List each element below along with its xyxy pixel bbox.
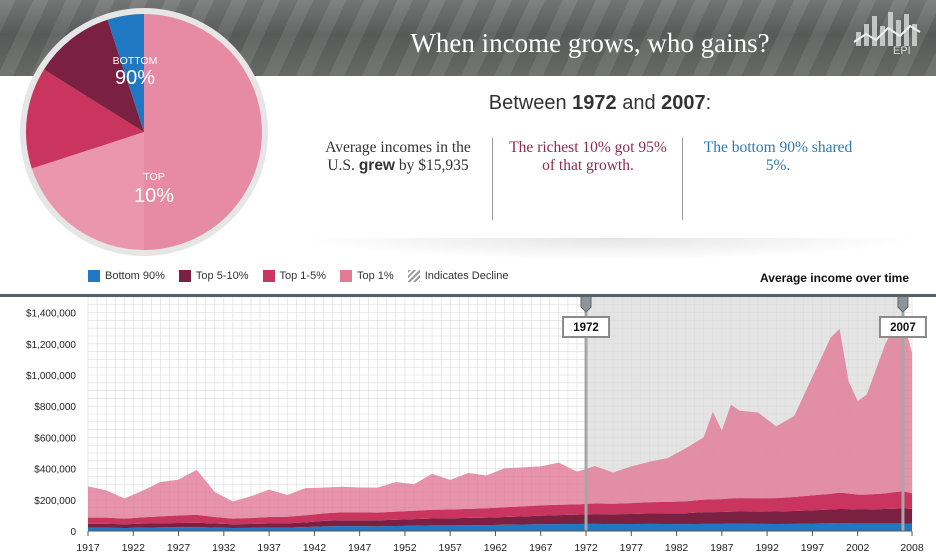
year-marker-1972[interactable]: 1972 bbox=[562, 297, 611, 531]
x-tick-label: 1972 bbox=[574, 542, 598, 554]
marker-handle-icon[interactable] bbox=[580, 297, 592, 313]
stat1-text-b: by $15,935 bbox=[395, 157, 469, 174]
summary-start-year: 1972 bbox=[572, 92, 617, 114]
pie-slice-top-1-5 bbox=[25, 69, 144, 169]
pie-bottom-label: BOTTOM bbox=[113, 55, 158, 67]
hatch-swatch-icon bbox=[407, 270, 420, 282]
legend-label: Top 5-10% bbox=[195, 270, 249, 282]
x-tick-label: 1922 bbox=[122, 542, 146, 554]
legend-label: Bottom 90% bbox=[105, 270, 165, 282]
pie-top-label: TOP bbox=[143, 171, 164, 183]
pie-slice-top-1 bbox=[144, 14, 262, 250]
x-tick-label: 1937 bbox=[257, 542, 281, 554]
x-tick-label: 2008 bbox=[900, 542, 924, 554]
divider-line-2 bbox=[682, 138, 683, 220]
x-tick-label: 1962 bbox=[484, 542, 508, 554]
legend-swatch bbox=[262, 270, 275, 282]
summary-prefix: Between bbox=[488, 92, 573, 114]
legend-swatch bbox=[340, 270, 352, 282]
epi-logo-icon bbox=[853, 12, 921, 46]
pie-slice-top-1-b bbox=[31, 132, 145, 250]
average-income-title: Average income over time bbox=[760, 271, 909, 285]
x-tick-label: 1987 bbox=[710, 542, 734, 554]
x-tick-label: 1982 bbox=[665, 542, 689, 554]
summary-middle: and bbox=[616, 92, 662, 114]
x-tick-label: 1947 bbox=[348, 542, 372, 554]
legend: Bottom 90% Top 5-10% Top 1-5% Top 1% Ind… bbox=[88, 270, 522, 282]
pie-chart: BOTTOM 90% TOP 10% bbox=[16, 4, 272, 265]
y-tick-label: 0 bbox=[70, 527, 76, 538]
marker-handle-icon[interactable] bbox=[897, 297, 909, 313]
pie-slice-top-5-10 bbox=[43, 19, 144, 133]
legend-item-decline: Indicates Decline bbox=[407, 270, 509, 282]
stat-bottom-share: The bottom 90% shared 5%. bbox=[703, 139, 853, 174]
area-top-1-5- bbox=[88, 491, 912, 525]
x-tick-label: 1977 bbox=[620, 542, 644, 554]
epi-logo-text: EPI bbox=[893, 45, 911, 57]
x-axis: 1917 1922 1927 1932 1937 1942 1947 1952 1957 1962… bbox=[76, 530, 924, 554]
area-top-5-10- bbox=[88, 508, 912, 529]
pie-slices bbox=[25, 14, 262, 250]
area-top-1- bbox=[88, 318, 912, 519]
y-tick-label: $1,400,000 bbox=[26, 309, 76, 320]
year-marker-box bbox=[878, 316, 927, 338]
page-title: When income grows, who gains? bbox=[410, 28, 770, 58]
y-tick-label: $600,000 bbox=[34, 433, 76, 444]
chart-top-divider bbox=[0, 294, 936, 297]
y-tick-label: $400,000 bbox=[34, 465, 76, 476]
chart-areas bbox=[88, 318, 912, 531]
stat-average-growth: Average incomes in the U.S. grew by $15,… bbox=[318, 139, 478, 175]
y-tick-label: $1,200,000 bbox=[26, 340, 76, 351]
x-tick-label: 1917 bbox=[76, 542, 100, 554]
stat-richest-share: The richest 10% got 95% of that growth. bbox=[509, 139, 667, 174]
year-marker-label: 1972 bbox=[573, 322, 599, 334]
legend-swatch bbox=[178, 270, 191, 282]
y-tick-label: $800,000 bbox=[34, 402, 76, 413]
y-axis: 0 $200,000 $400,000 $600,000 $800,000 $1,000,… bbox=[26, 309, 77, 538]
summary-end-year: 2007 bbox=[661, 92, 706, 114]
pie-slice-bottom-90 bbox=[107, 14, 144, 132]
area-bottom-90- bbox=[88, 523, 912, 531]
year-marker-2007[interactable]: 2007 bbox=[878, 297, 927, 531]
legend-item-bottom-90: Bottom 90% bbox=[88, 270, 165, 282]
x-tick-label: 1942 bbox=[303, 542, 327, 554]
x-tick-label: 1952 bbox=[393, 542, 417, 554]
y-tick-label: $1,000,000 bbox=[26, 371, 76, 382]
divider-line-1 bbox=[492, 138, 493, 220]
income-area-chart: 1972 2007 0 $200,000 $400,000 $600,000 $800,0… bbox=[26, 297, 927, 554]
legend-label: Top 1-5% bbox=[279, 270, 326, 282]
legend-item-top-1-5: Top 1-5% bbox=[262, 270, 326, 282]
legend-label: Indicates Decline bbox=[424, 270, 509, 282]
year-marker-label: 2007 bbox=[890, 322, 916, 334]
summary-heading: Between 1972 and 2007: bbox=[330, 92, 870, 115]
legend-item-top-1: Top 1% bbox=[340, 270, 394, 282]
stat1-text-a: Average incomes in the U.S. bbox=[325, 139, 471, 174]
x-tick-label: 1957 bbox=[439, 542, 463, 554]
stat1-bold: grew bbox=[358, 157, 395, 174]
legend-swatch bbox=[88, 270, 100, 282]
year-marker-box bbox=[562, 316, 611, 338]
summary-shadow bbox=[300, 238, 920, 260]
pie-bottom-value: 90% bbox=[115, 67, 155, 89]
legend-label: Top 1% bbox=[357, 270, 394, 282]
x-tick-label: 1997 bbox=[801, 542, 825, 554]
x-tick-label: 1932 bbox=[212, 542, 236, 554]
x-tick-label: 2002 bbox=[846, 542, 870, 554]
x-tick-label: 1992 bbox=[755, 542, 779, 554]
x-tick-label: 1927 bbox=[167, 542, 191, 554]
legend-item-top-5-10: Top 5-10% bbox=[178, 270, 249, 282]
chart-markers: 1972 2007 bbox=[562, 297, 927, 531]
pie-top-value: 10% bbox=[134, 185, 174, 207]
x-tick-label: 1967 bbox=[529, 542, 553, 554]
y-tick-label: $200,000 bbox=[34, 496, 76, 507]
summary-suffix: : bbox=[705, 92, 712, 114]
